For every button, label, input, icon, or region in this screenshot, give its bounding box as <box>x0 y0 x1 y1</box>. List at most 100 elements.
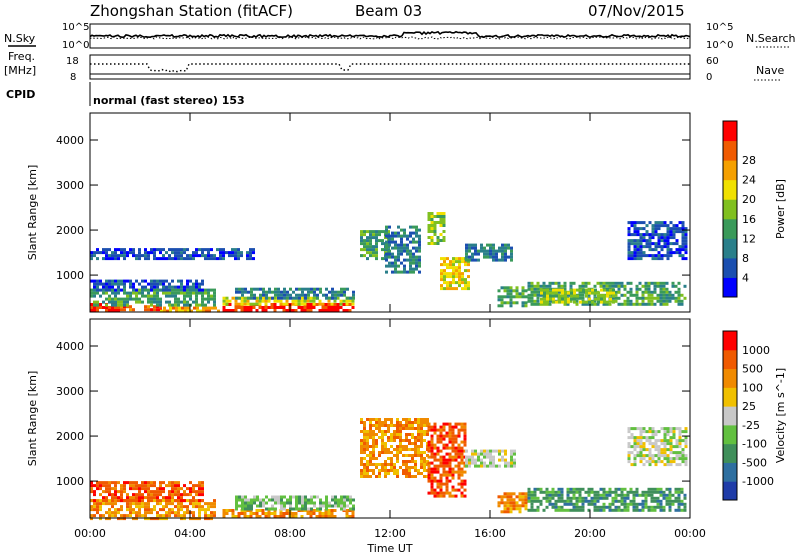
data-cell <box>132 481 135 485</box>
data-cell <box>546 294 549 298</box>
data-cell <box>669 445 673 449</box>
data-cell <box>397 243 400 247</box>
data-cell <box>660 451 664 455</box>
data-cell <box>198 481 201 485</box>
data-cell <box>180 514 183 518</box>
data-cell <box>593 505 597 509</box>
data-cell <box>192 291 195 295</box>
data-cell <box>189 254 192 258</box>
data-cell <box>590 502 594 506</box>
data-cell <box>587 287 591 291</box>
data-cell <box>641 499 645 503</box>
data-cell <box>442 434 446 438</box>
data-cell <box>558 300 561 304</box>
data-cell <box>653 505 657 509</box>
data-cell <box>678 248 682 252</box>
data-cell <box>369 454 372 457</box>
data-cell <box>417 454 420 457</box>
data-cell <box>644 499 648 503</box>
data-cell <box>169 309 172 313</box>
data-cell <box>93 508 96 512</box>
data-cell <box>306 296 310 300</box>
data-cell <box>602 487 606 491</box>
data-cell <box>141 514 144 518</box>
data-cell <box>554 490 558 494</box>
data-cell <box>378 418 381 421</box>
data-cell <box>396 421 399 424</box>
data-cell <box>642 221 646 225</box>
data-cell <box>578 290 582 294</box>
data-cell <box>497 295 501 299</box>
data-cell <box>286 498 289 502</box>
data-cell <box>623 505 627 509</box>
data-cell <box>165 511 168 515</box>
data-cell <box>464 281 467 285</box>
data-cell <box>126 303 129 307</box>
data-cell <box>162 490 165 494</box>
data-cell <box>246 257 249 261</box>
data-cell <box>96 511 99 515</box>
data-cell <box>210 254 213 258</box>
data-cell <box>608 487 612 491</box>
data-cell <box>680 302 684 306</box>
data-cell <box>489 449 492 453</box>
data-cell <box>681 430 685 434</box>
data-cell <box>399 466 402 469</box>
data-cell <box>678 451 682 455</box>
data-cell <box>174 291 177 295</box>
data-cell <box>656 299 660 303</box>
data-cell <box>500 498 504 502</box>
data-cell <box>633 463 637 467</box>
data-cell <box>201 294 204 298</box>
data-cell <box>298 495 301 499</box>
data-cell <box>509 498 513 502</box>
data-cell <box>114 300 117 304</box>
data-cell <box>448 494 452 498</box>
data-cell <box>126 505 129 509</box>
data-cell <box>430 425 434 429</box>
data-cell <box>465 449 468 453</box>
data-cell <box>561 294 564 298</box>
data-cell <box>457 464 461 468</box>
data-cell <box>132 248 135 252</box>
data-cell <box>498 249 501 253</box>
data-cell <box>141 300 144 304</box>
data-cell <box>387 463 390 466</box>
data-cell <box>400 261 403 265</box>
data-cell <box>126 493 129 497</box>
data-cell <box>366 463 369 466</box>
data-cell <box>334 498 337 502</box>
data-cell <box>677 299 681 303</box>
data-cell <box>423 433 426 436</box>
data-cell <box>515 292 519 296</box>
data-cell <box>277 501 280 505</box>
data-cell <box>632 493 636 497</box>
data-cell <box>372 469 375 472</box>
data-cell <box>457 476 461 480</box>
data-cell <box>162 514 165 518</box>
data-cell <box>587 493 591 497</box>
data-cell <box>436 485 440 489</box>
data-cell <box>506 498 510 502</box>
data-cell <box>509 289 513 293</box>
data-cell <box>225 509 229 512</box>
data-cell <box>114 279 117 283</box>
data-cell <box>90 484 93 488</box>
data-cell <box>457 449 461 453</box>
data-cell <box>678 442 682 446</box>
data-cell <box>551 490 555 494</box>
data-cell <box>423 460 426 463</box>
data-cell <box>548 502 552 506</box>
data-cell <box>117 285 120 289</box>
data-cell <box>402 472 405 475</box>
data-cell <box>411 427 414 430</box>
data-cell <box>138 493 141 497</box>
data-cell <box>588 291 591 295</box>
data-cell <box>132 291 135 295</box>
data-cell <box>578 508 582 512</box>
data-cell <box>448 455 452 459</box>
data-cell <box>129 505 132 509</box>
data-cell <box>234 302 238 306</box>
data-cell <box>123 481 126 485</box>
data-cell <box>264 299 268 303</box>
